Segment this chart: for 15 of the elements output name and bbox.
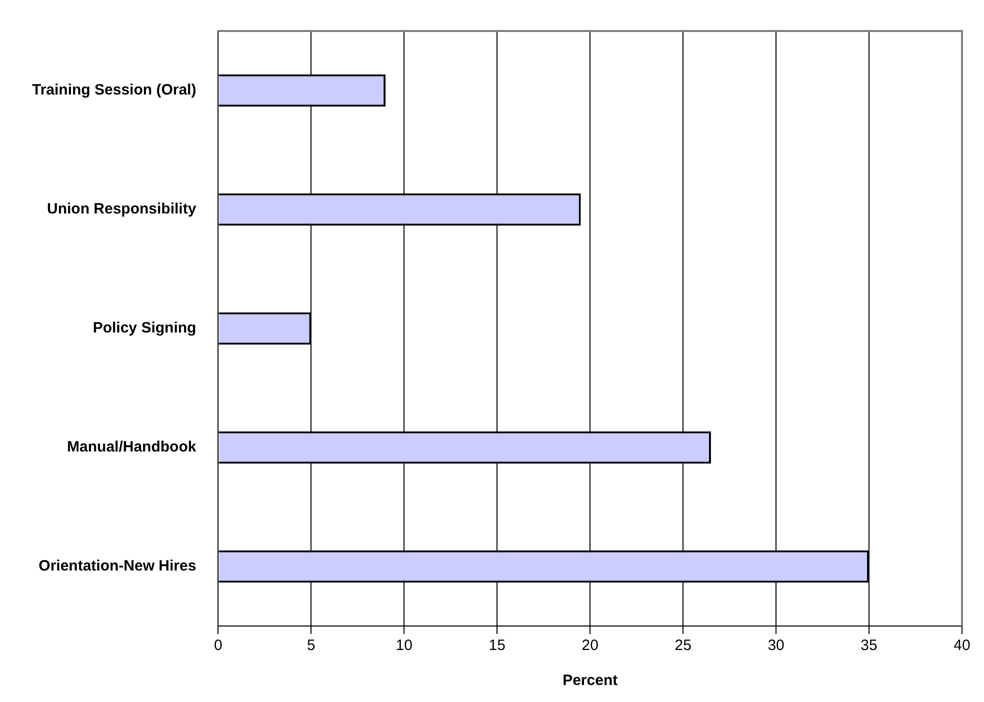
x-tick-label: 10 (396, 637, 412, 654)
x-tick-label: 20 (582, 637, 598, 654)
y-tick-label: Orientation-New Hires (38, 558, 196, 575)
y-tick-label: Training Session (Oral) (32, 82, 196, 99)
x-tick-label: 40 (954, 637, 970, 654)
x-axis-title: Percent (562, 672, 618, 690)
y-tick-label: Policy Signing (92, 320, 196, 337)
x-tick-label: 35 (860, 637, 878, 654)
x-tick-label: 25 (674, 637, 692, 654)
x-tick-label: 15 (488, 637, 506, 654)
y-tick-label: Union Responsibility (47, 200, 197, 218)
x-tick-label: 5 (307, 637, 316, 654)
x-tick-label: 0 (214, 637, 222, 654)
x-tick-label: 30 (768, 637, 784, 654)
y-tick-label: Manual/Handbook (67, 438, 197, 456)
